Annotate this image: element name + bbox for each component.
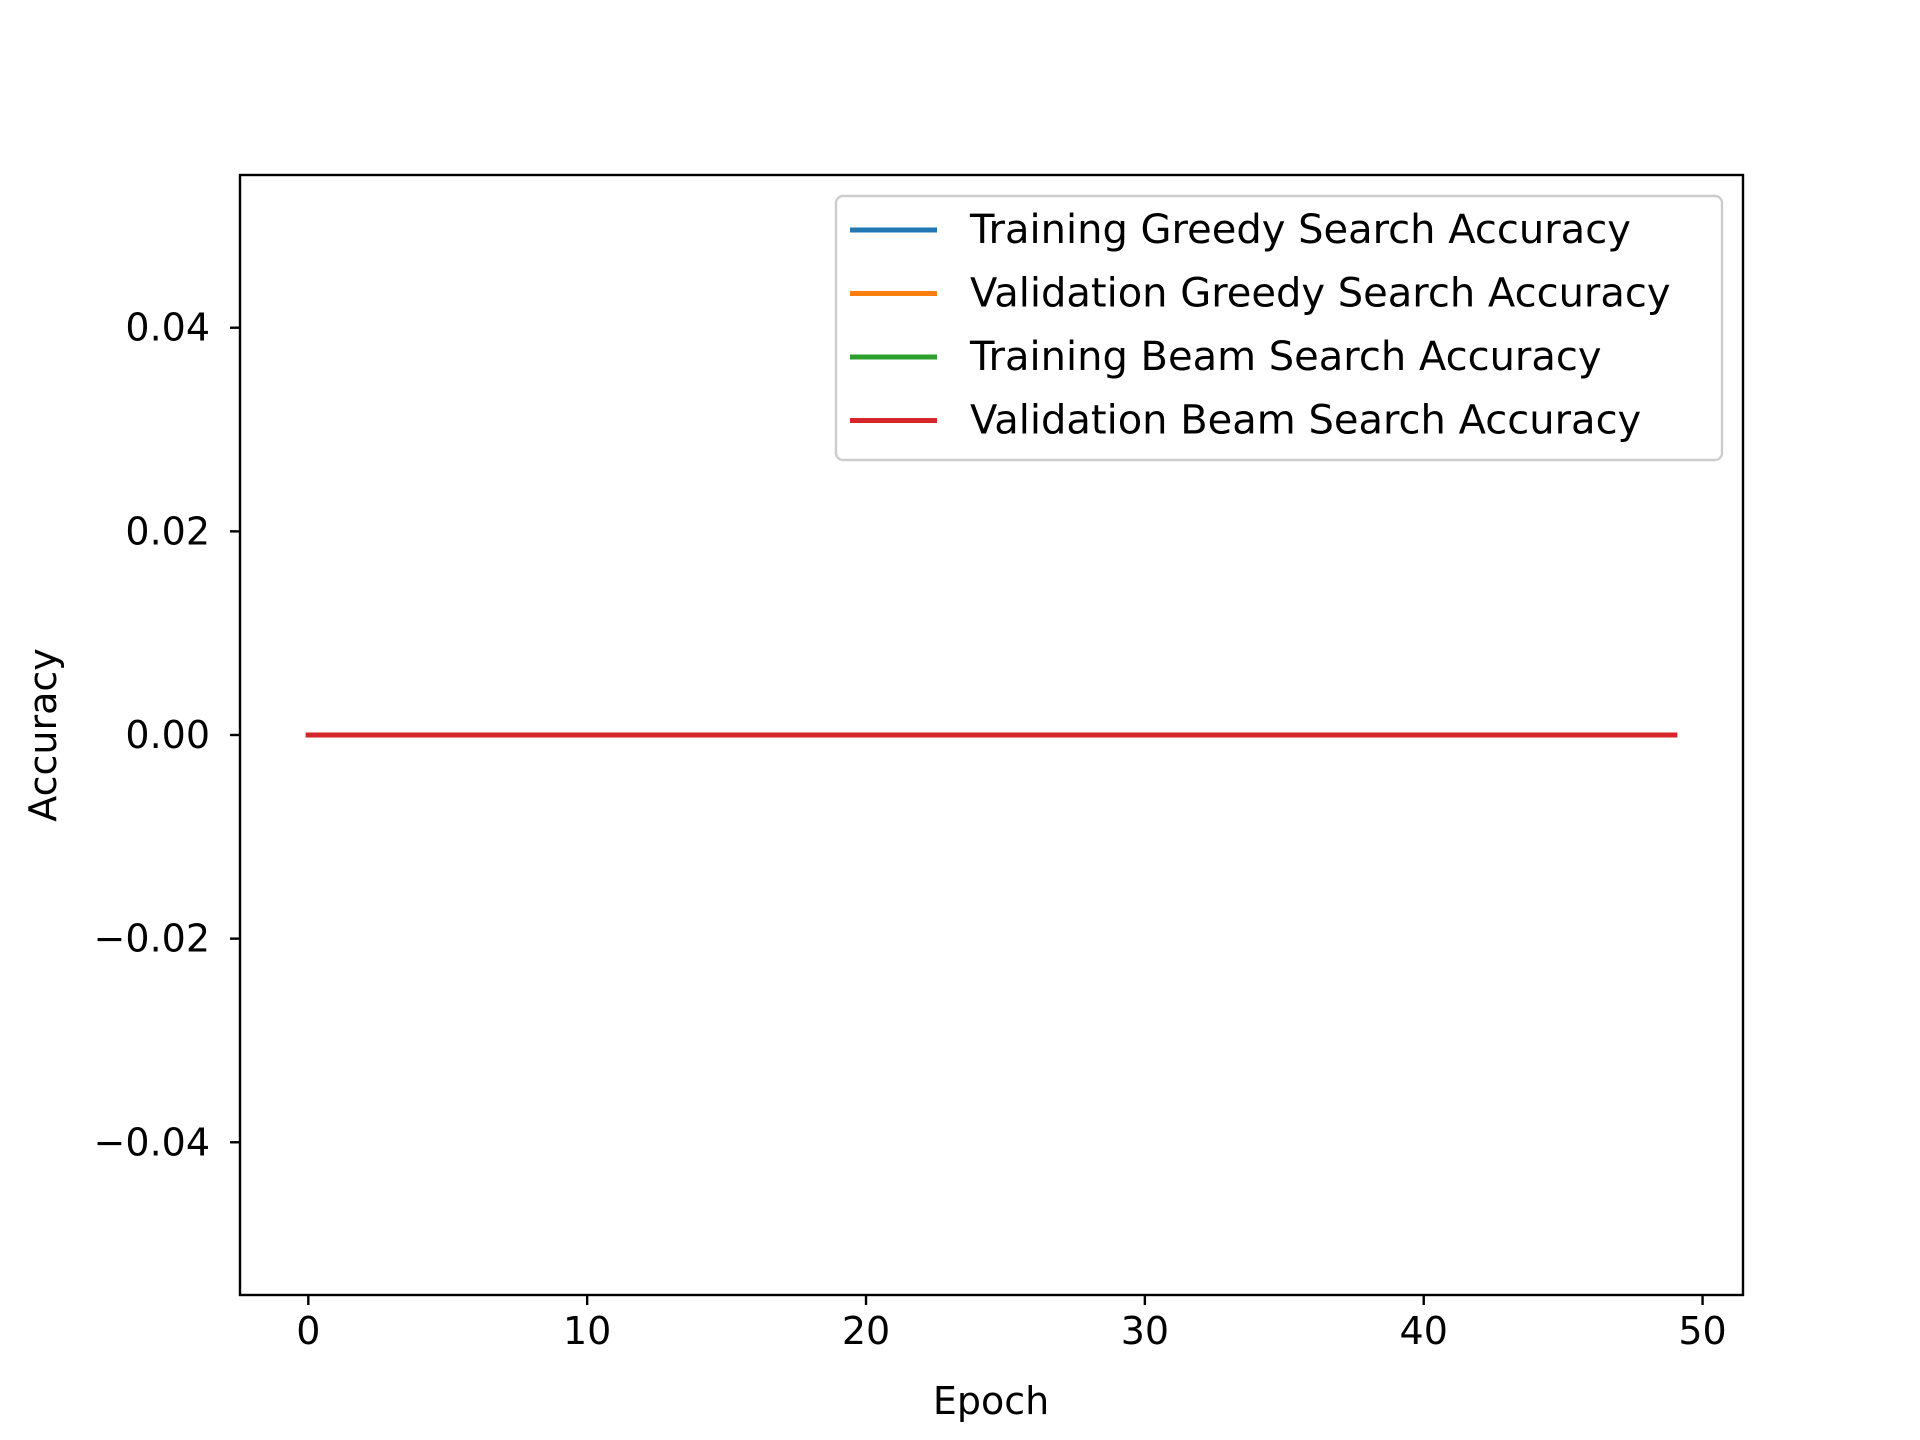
legend-items: Training Greedy Search Accuracy Validatio… (850, 207, 1671, 444)
x-tick-label: 10 (563, 1309, 611, 1353)
legend-label: Training Beam Search Accuracy (969, 334, 1602, 380)
y-tick-label: −0.04 (94, 1120, 210, 1164)
x-tick-label: 40 (1400, 1309, 1448, 1353)
y-axis: −0.04 −0.02 0.00 0.02 0.04 (94, 306, 240, 1164)
y-tick-label: 0.04 (125, 306, 210, 350)
x-tick-label: 30 (1121, 1309, 1169, 1353)
y-tick-label: −0.02 (94, 917, 210, 961)
x-axis-label: Epoch (933, 1379, 1049, 1423)
x-axis: 0 10 20 30 40 50 (296, 1295, 1727, 1353)
legend: Training Greedy Search Accuracy Validatio… (834, 194, 1724, 462)
legend-label: Validation Greedy Search Accuracy (970, 271, 1671, 317)
y-tick-label: 0.02 (125, 509, 210, 553)
legend-label: Validation Beam Search Accuracy (970, 398, 1641, 444)
x-tick-label: 20 (842, 1309, 890, 1353)
legend-box (834, 194, 1724, 462)
y-axis-label: Accuracy (21, 648, 65, 822)
y-tick-label: 0.00 (125, 713, 210, 757)
legend-label: Training Greedy Search Accuracy (969, 207, 1631, 253)
x-tick-label: 0 (296, 1309, 320, 1353)
x-tick-label: 50 (1678, 1309, 1726, 1353)
